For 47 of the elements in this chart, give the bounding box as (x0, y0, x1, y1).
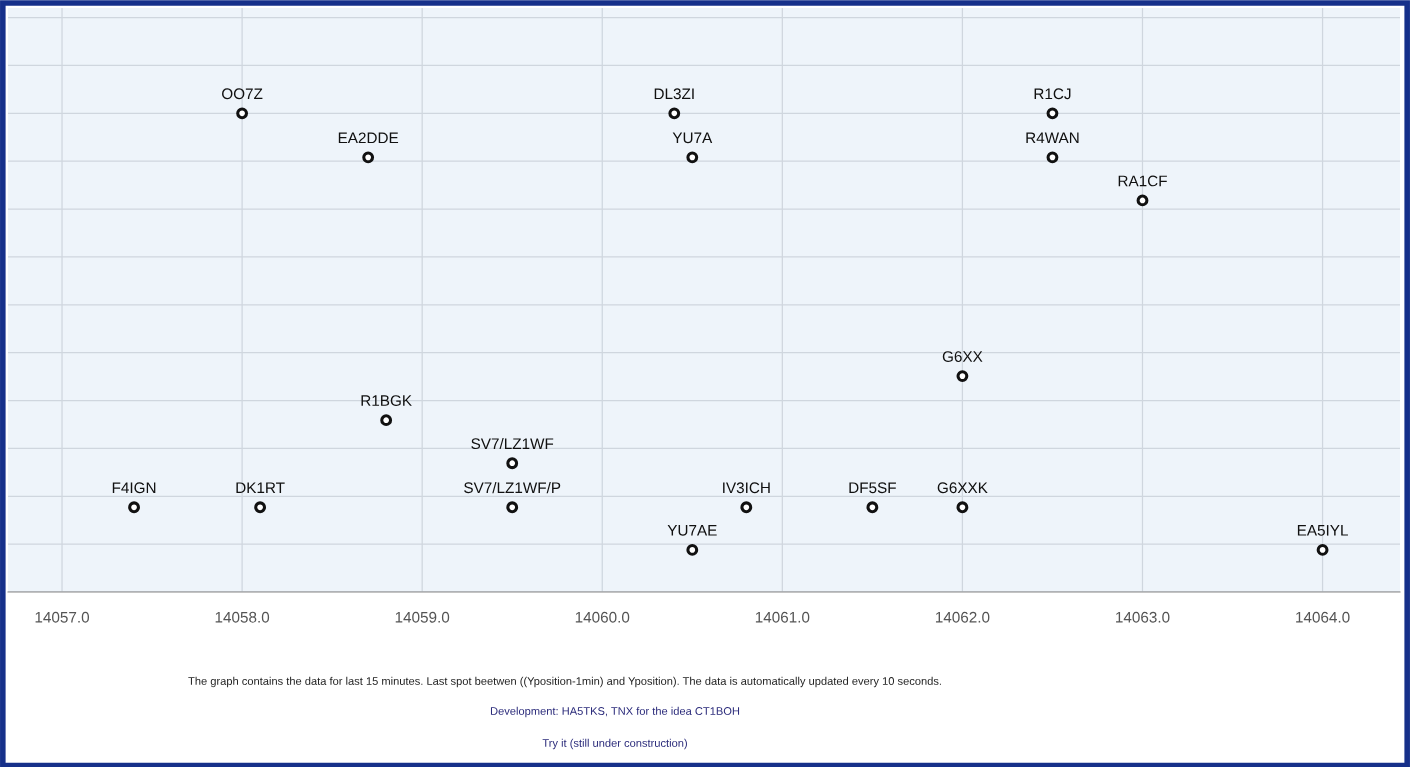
x-tick-label: 14057.0 (35, 611, 90, 623)
x-tick-label: 14059.0 (395, 611, 450, 623)
text: Development: HA5TKS, TNX for the idea CT1BOH (490, 706, 740, 718)
annotation: R1BGK (361, 395, 412, 407)
x-tick-label: 14061.0 (755, 611, 810, 623)
annotation: G6XXK (937, 482, 988, 494)
annotation: YU7A (672, 132, 713, 144)
point (956, 370, 969, 383)
point (506, 501, 519, 514)
point (956, 501, 969, 514)
x-tick-label: 14062.0 (935, 611, 990, 623)
annotation: RA1CF (1118, 175, 1167, 187)
annotation: YU7AE (667, 525, 717, 536)
point (1136, 194, 1149, 207)
point (380, 414, 393, 427)
x-tick-label: 14060.0 (575, 611, 630, 623)
point (686, 151, 699, 164)
text: The graph contains the data for last 15 minutes. Last spot beetwen ((Yposition-1min) and Yposition). The data is automatically updated every 10 seconds. (188, 676, 941, 688)
point (254, 501, 267, 514)
point (740, 501, 753, 514)
point (362, 151, 375, 164)
annotation: EA2DDE (338, 132, 399, 144)
point (686, 543, 699, 556)
annotation: SV7/LZ1WF/P (464, 481, 561, 494)
annotation: F4IGN (112, 482, 156, 494)
x-tick-label: 14064.0 (1296, 611, 1350, 623)
annotation: SV7/LZ1WF (471, 437, 554, 450)
annotation: EA5IYL (1297, 525, 1348, 536)
point (1316, 543, 1329, 556)
annotation: IV3ICH (723, 482, 770, 494)
annotation: DF5SF (849, 482, 896, 494)
point (128, 501, 140, 514)
point (1046, 151, 1059, 164)
point (506, 457, 519, 470)
x-tick-label: 14063.0 (1116, 611, 1170, 623)
annotation: R4WAN (1026, 132, 1079, 144)
text: Try it (still under construction) (542, 738, 687, 750)
annotation: OO7Z (222, 88, 263, 100)
point (1046, 107, 1059, 120)
annotation: DK1RT (236, 482, 285, 493)
annotation: R1CJ (1034, 88, 1071, 100)
point (668, 107, 681, 120)
point (236, 107, 249, 120)
annotation: DL3ZI (654, 88, 694, 100)
annotation: G6XX (942, 351, 983, 362)
point (866, 501, 879, 514)
x-tick-label: 14058.0 (215, 611, 270, 623)
